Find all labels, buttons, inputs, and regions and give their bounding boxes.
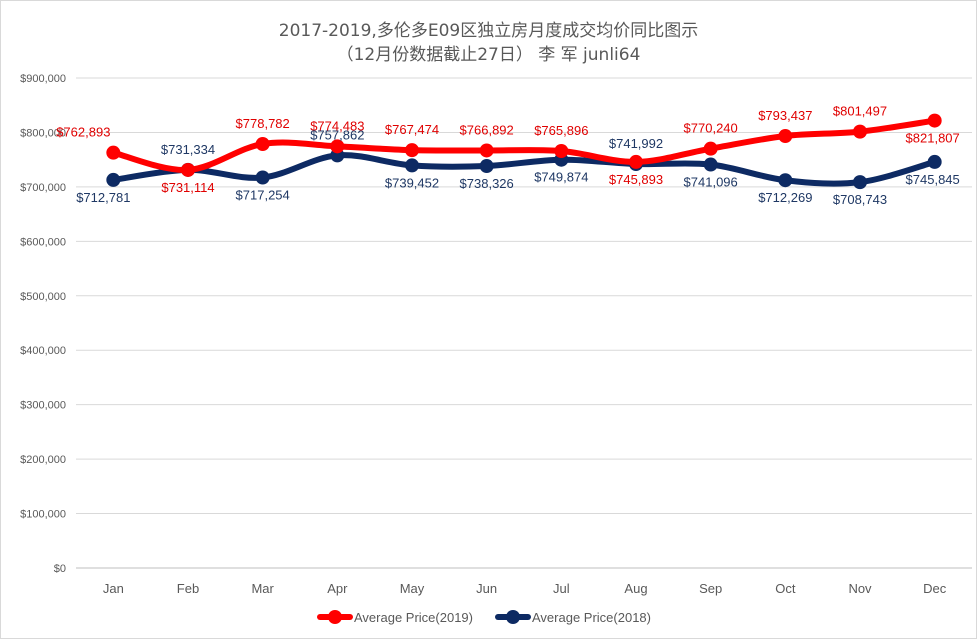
y-tick-label: $0 [54, 563, 66, 575]
data-label: $770,240 [684, 121, 738, 136]
data-label: $717,254 [236, 187, 290, 202]
data-label: $766,892 [460, 122, 514, 137]
data-point [554, 144, 569, 159]
y-tick-label: $400,000 [20, 345, 66, 357]
data-label: $712,781 [76, 190, 130, 205]
y-tick-label: $700,000 [20, 182, 66, 194]
chart-subtitle: （12月份数据截止27日） 李 军 junli64 [336, 45, 641, 65]
data-label: $762,893 [56, 125, 110, 140]
data-label: $749,874 [534, 170, 588, 185]
x-tick-label: Jan [103, 581, 124, 596]
data-point [405, 143, 419, 158]
data-label: $821,807 [906, 131, 960, 146]
data-point [853, 175, 867, 190]
data-point [106, 145, 121, 160]
data-point [255, 136, 270, 151]
data-point [927, 154, 942, 169]
data-point [405, 158, 419, 173]
data-label: $745,893 [609, 172, 663, 187]
data-label: $765,896 [534, 123, 588, 138]
series-lines [106, 113, 942, 190]
x-tick-label: Apr [327, 581, 348, 596]
y-tick-label: $600,000 [20, 236, 66, 248]
legend-label: Average Price(2019) [354, 610, 473, 625]
data-label: $731,334 [161, 142, 215, 157]
data-label: $731,114 [161, 180, 214, 195]
data-point [703, 157, 718, 172]
data-point [106, 172, 121, 187]
data-point [853, 124, 867, 139]
data-point [479, 159, 494, 174]
x-axis: Jan Feb Mar Apr May Jun Jul Aug Sep Oct Nov Dec [103, 581, 947, 596]
data-label: $745,845 [906, 172, 960, 187]
x-tick-label: Nov [848, 581, 872, 596]
data-label: $712,269 [758, 190, 812, 205]
legend: Average Price(2019) Average Price(2018) [317, 610, 651, 625]
data-label: $774,483 [310, 118, 364, 133]
data-label: $767,474 [385, 122, 439, 137]
data-point [629, 154, 643, 169]
y-tick-label: $100,000 [20, 509, 66, 521]
y-tick-label: $200,000 [20, 454, 66, 466]
legend-label: Average Price(2018) [532, 610, 651, 625]
data-label: $757,862 [310, 127, 364, 142]
y-tick-label: $300,000 [20, 400, 66, 412]
data-point [479, 143, 494, 158]
data-label: $801,497 [833, 104, 887, 119]
data-label: $739,452 [385, 175, 439, 190]
data-point [181, 162, 195, 177]
data-label: $708,743 [833, 192, 887, 207]
x-tick-label: Dec [923, 581, 947, 596]
data-point [703, 141, 718, 156]
x-tick-label: Jul [553, 581, 570, 596]
x-tick-label: May [400, 581, 425, 596]
y-tick-label: $800,000 [20, 127, 66, 139]
legend-marker [506, 610, 520, 624]
y-axis: $0 $100,000 $200,000 $300,000 $400,000 $500,0… [20, 73, 66, 575]
data-point [778, 173, 793, 188]
y-tick-label: $900,000 [20, 73, 66, 85]
series-line-1 [110, 152, 938, 187]
data-point [778, 129, 793, 144]
data-label: $778,782 [236, 116, 290, 131]
x-tick-label: Feb [177, 581, 199, 596]
data-labels: $762,893 $731,114 $778,782 $774,483 $767,474… [56, 104, 960, 207]
x-tick-label: Jun [476, 581, 497, 596]
data-label: $741,992 [609, 136, 663, 151]
x-tick-label: Mar [251, 581, 274, 596]
legend-marker [328, 610, 342, 624]
x-tick-label: Sep [699, 581, 722, 596]
data-label: $741,096 [684, 175, 738, 190]
y-tick-label: $500,000 [20, 291, 66, 303]
x-tick-label: Oct [775, 581, 796, 596]
data-point [330, 139, 345, 154]
data-label: $793,437 [758, 108, 812, 123]
chart-title: 2017-2019,多伦多E09区独立房月度成交均价同比图示 [278, 21, 699, 41]
data-point [927, 113, 942, 128]
data-point [255, 170, 270, 185]
data-label: $738,326 [460, 176, 514, 191]
x-tick-label: Aug [624, 581, 647, 596]
